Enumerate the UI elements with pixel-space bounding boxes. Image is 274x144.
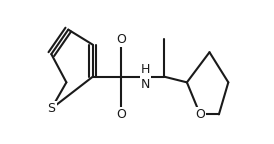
Text: O: O	[116, 108, 126, 121]
Text: S: S	[47, 102, 55, 115]
Text: O: O	[116, 33, 126, 46]
Text: H
N: H N	[141, 63, 150, 91]
Text: O: O	[195, 108, 205, 121]
